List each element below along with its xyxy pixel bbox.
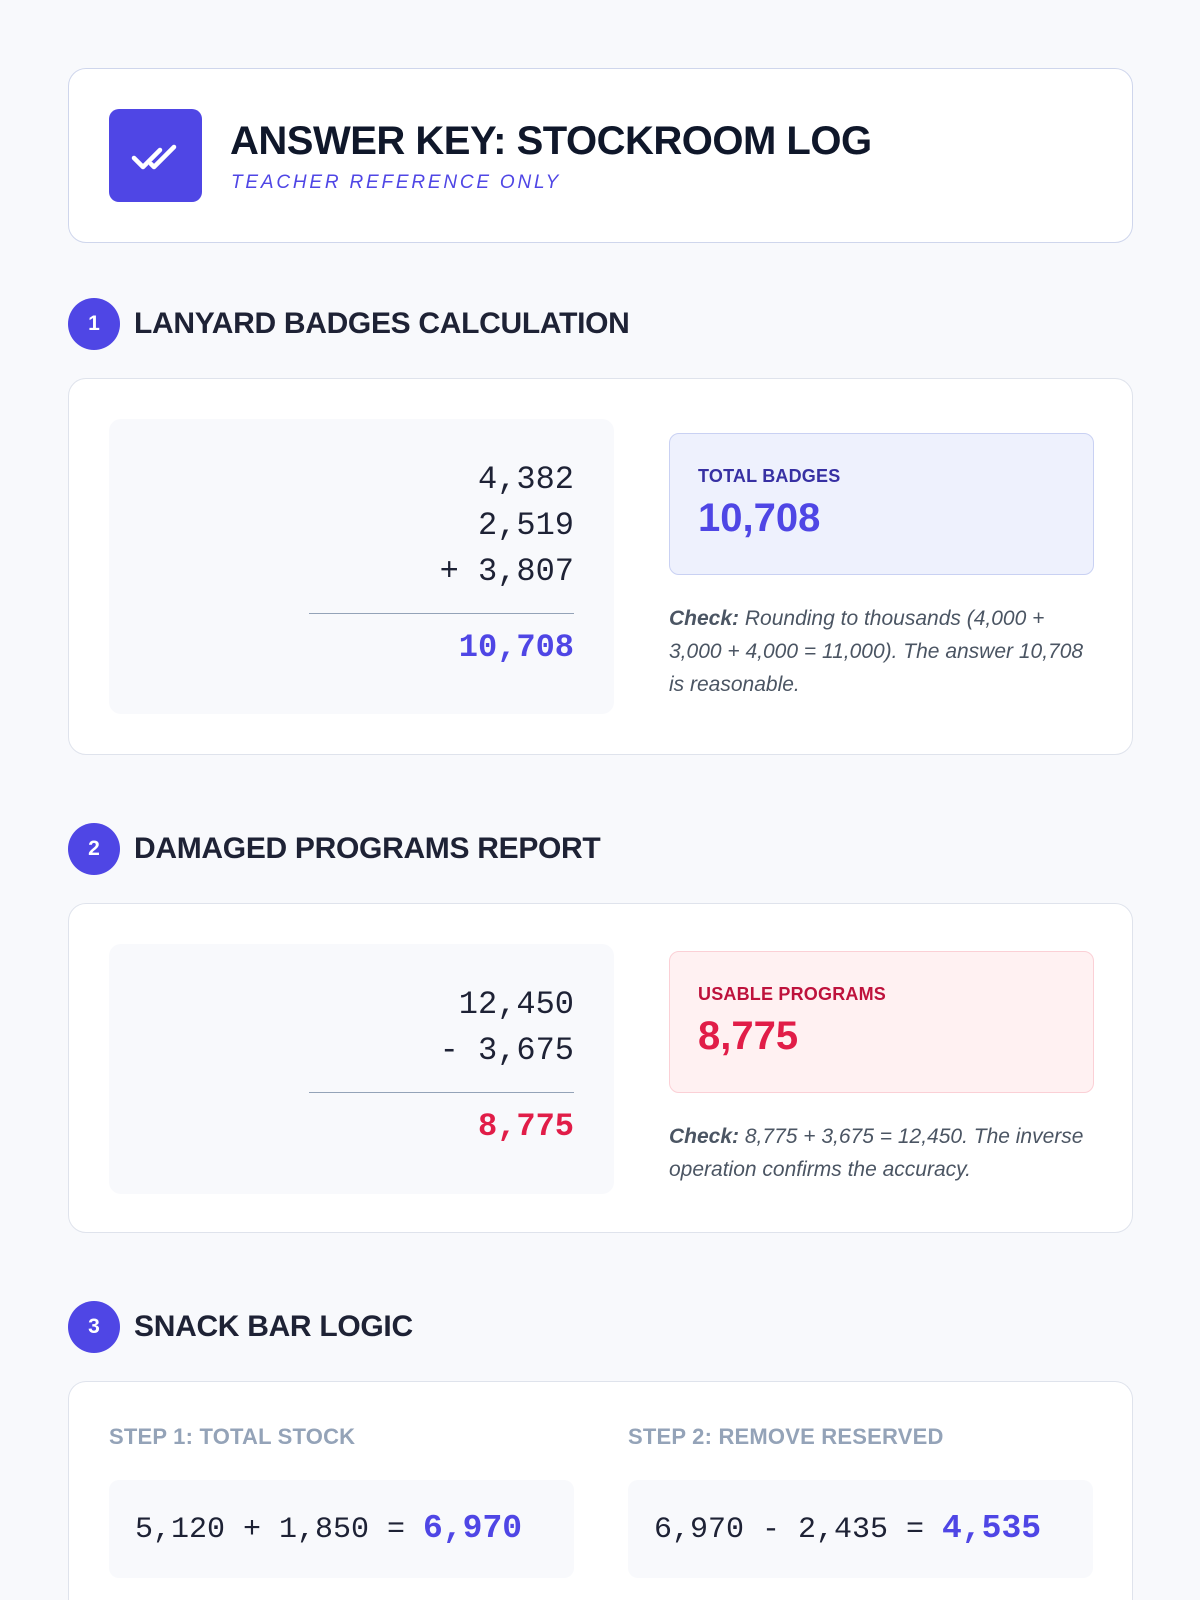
step-2-answer: 4,535 [942, 1510, 1042, 1547]
total-badges-box: Total Badges 10,708 [669, 433, 1094, 575]
section-2-title: Damaged Programs Report [134, 832, 601, 865]
difference-divider [309, 1092, 574, 1093]
check-label: Check: [669, 1125, 740, 1148]
section-1-card: 4,382 2,519 + 3,807 10,708 Total Badges … [68, 378, 1133, 755]
header-card: Answer Key: Stockroom Log Teacher Refere… [68, 68, 1133, 243]
step-1-equation: 5,120 + 1,850 = 6,970 [135, 1510, 522, 1547]
addend-2: 2,519 [477, 507, 574, 544]
section-1-title: Lanyard Badges Calculation [134, 307, 630, 340]
usable-programs-value: 8,775 [698, 1014, 799, 1058]
check-note-2: Check: 8,775 + 3,675 = 12,450. The inver… [669, 1120, 1099, 1186]
check-label: Check: [669, 607, 740, 630]
usable-programs-box: Usable Programs 8,775 [669, 951, 1094, 1093]
usable-programs-label: Usable Programs [698, 984, 887, 1004]
addition-work-area: 4,382 2,519 + 3,807 10,708 [109, 419, 614, 714]
step-1-answer: 6,970 [423, 1510, 523, 1547]
section-3-heading: 3 Snack Bar Logic [68, 1300, 413, 1354]
step-2-expression: 6,970 - 2,435 = [654, 1513, 943, 1547]
check-text: 8,775 + 3,675 = 12,450. The inverse oper… [669, 1125, 1084, 1181]
step-1-expression: 5,120 + 1,850 = [135, 1513, 424, 1547]
step-1-label: Step 1: Total Stock [109, 1424, 356, 1449]
check-note-1: Check: Rounding to thousands (4,000 + 3,… [669, 602, 1099, 701]
minuend: 12,450 [458, 986, 574, 1023]
addend-3: + 3,807 [439, 553, 574, 590]
subtraction-work-area: 12,450 - 3,675 8,775 [109, 944, 614, 1194]
page-subtitle: Teacher Reference Only [231, 172, 562, 193]
total-badges-value: 10,708 [698, 496, 821, 540]
section-1-heading: 1 Lanyard Badges Calculation [68, 297, 630, 351]
section-2-heading: 2 Damaged Programs Report [68, 822, 601, 876]
section-3-card: Step 1: Total Stock 5,120 + 1,850 = 6,97… [68, 1381, 1133, 1600]
section-2-card: 12,450 - 3,675 8,775 Usable Programs 8,7… [68, 903, 1133, 1233]
section-3-number: 3 [68, 1301, 120, 1353]
section-2-number: 2 [68, 823, 120, 875]
section-1-number: 1 [68, 298, 120, 350]
page-title: Answer Key: Stockroom Log [230, 119, 872, 163]
difference-result: 8,775 [477, 1108, 574, 1145]
sum-result: 10,708 [458, 629, 574, 666]
step-2-label: Step 2: Remove Reserved [628, 1424, 944, 1449]
step-1-box: 5,120 + 1,850 = 6,970 [109, 1480, 574, 1578]
double-check-icon [109, 109, 202, 202]
subtrahend: - 3,675 [439, 1032, 574, 1069]
step-2-equation: 6,970 - 2,435 = 4,535 [654, 1510, 1041, 1547]
check-text: Rounding to thousands (4,000 + 3,000 + 4… [669, 607, 1084, 696]
sum-divider [309, 613, 574, 614]
addend-1: 4,382 [477, 461, 574, 498]
total-badges-label: Total Badges [698, 466, 841, 486]
section-3-title: Snack Bar Logic [134, 1310, 413, 1343]
step-2-box: 6,970 - 2,435 = 4,535 [628, 1480, 1093, 1578]
